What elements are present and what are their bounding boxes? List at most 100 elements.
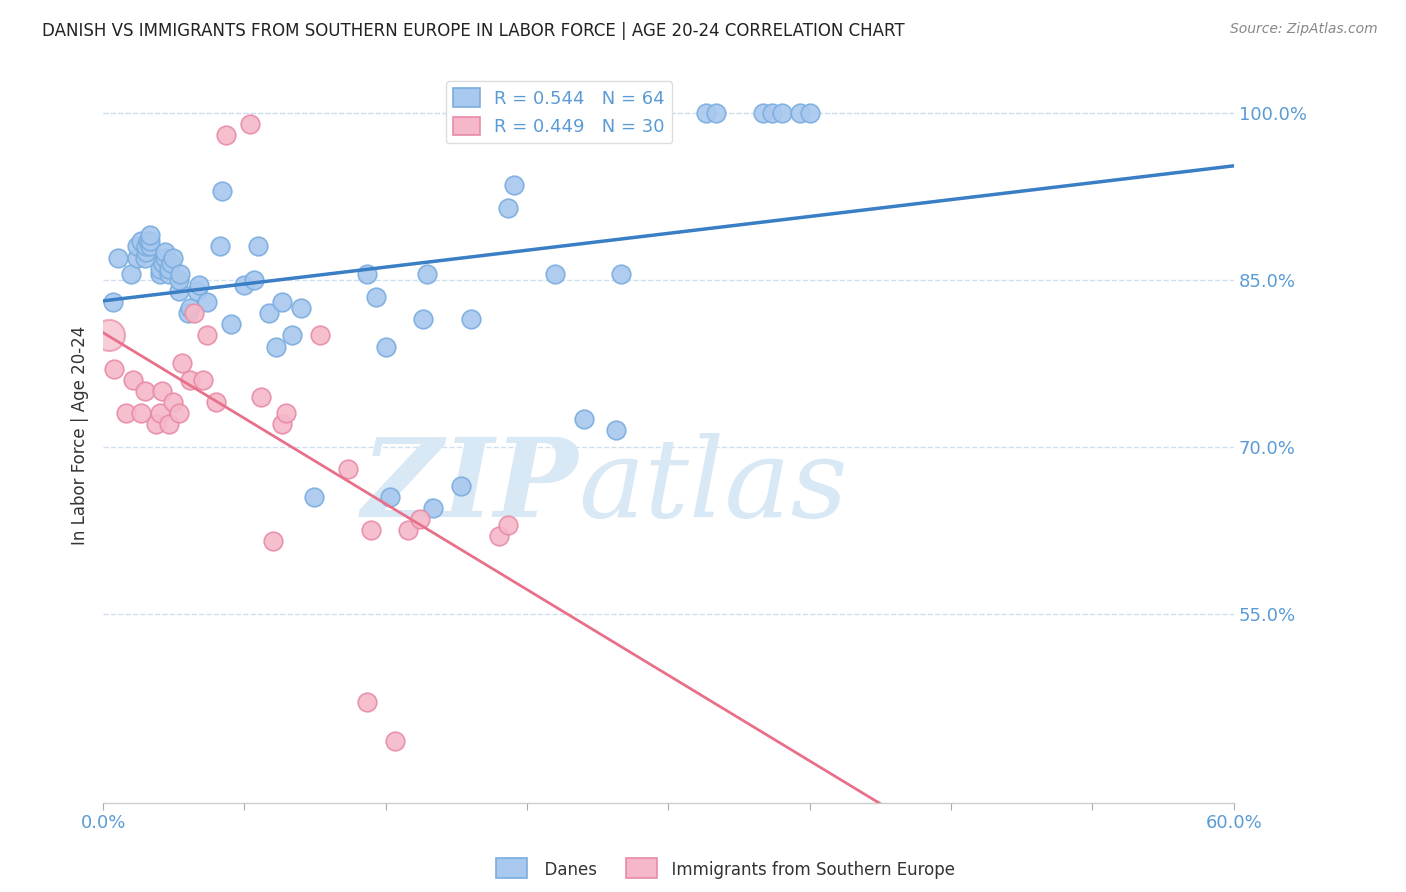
Point: [789, 106, 811, 120]
Point: [450, 478, 472, 492]
Point: [572, 412, 595, 426]
Point: [233, 278, 256, 293]
Point: [139, 234, 162, 248]
Point: [120, 267, 142, 281]
Point: [605, 423, 627, 437]
Point: [290, 301, 312, 315]
Point: [409, 512, 432, 526]
Point: [167, 273, 190, 287]
Point: [544, 267, 567, 281]
Point: [188, 278, 211, 293]
Point: [103, 361, 125, 376]
Point: [195, 328, 218, 343]
Point: [262, 534, 284, 549]
Point: [186, 284, 208, 298]
Point: [384, 734, 406, 748]
Point: [149, 267, 172, 281]
Point: [134, 384, 156, 398]
Point: [138, 234, 160, 248]
Point: [162, 395, 184, 409]
Point: [135, 239, 157, 253]
Point: [155, 251, 177, 265]
Text: ZIP: ZIP: [361, 434, 578, 541]
Point: [271, 295, 294, 310]
Point: [308, 328, 330, 343]
Point: [177, 306, 200, 320]
Point: [114, 406, 136, 420]
Point: [139, 239, 162, 253]
Point: [211, 184, 233, 198]
Point: [152, 256, 174, 270]
Point: [704, 106, 727, 120]
Text: Danes: Danes: [534, 861, 598, 879]
Point: [274, 406, 297, 420]
Point: [179, 373, 201, 387]
Point: [356, 696, 378, 710]
Point: [219, 318, 242, 332]
Point: [97, 328, 120, 343]
Point: [125, 251, 148, 265]
Point: [610, 267, 633, 281]
Point: [135, 245, 157, 260]
Text: Source: ZipAtlas.com: Source: ZipAtlas.com: [1230, 22, 1378, 37]
Point: [266, 340, 288, 354]
Point: [157, 417, 180, 432]
Point: [498, 201, 520, 215]
Point: [695, 106, 717, 120]
Point: [799, 106, 821, 120]
Point: [396, 523, 419, 537]
Text: atlas: atlas: [578, 434, 848, 541]
Text: Immigrants from Southern Europe: Immigrants from Southern Europe: [661, 861, 955, 879]
Point: [337, 462, 360, 476]
Point: [205, 395, 228, 409]
Point: [422, 500, 444, 515]
Point: [157, 261, 180, 276]
Point: [149, 406, 172, 420]
Point: [149, 261, 172, 276]
Point: [179, 301, 201, 315]
Point: [195, 295, 218, 310]
Point: [416, 267, 439, 281]
Point: [125, 239, 148, 253]
Point: [378, 490, 401, 504]
Point: [167, 284, 190, 298]
Point: [167, 406, 190, 420]
Point: [150, 384, 173, 398]
Point: [412, 311, 434, 326]
Point: [129, 406, 152, 420]
Point: [761, 106, 783, 120]
Point: [129, 234, 152, 248]
Point: [101, 295, 124, 310]
Point: [183, 306, 205, 320]
Point: [169, 267, 191, 281]
Point: [139, 228, 162, 243]
Point: [366, 289, 388, 303]
Point: [374, 340, 396, 354]
Point: [360, 523, 382, 537]
Point: [243, 273, 266, 287]
Point: [155, 245, 177, 260]
Point: [770, 106, 793, 120]
Point: [172, 356, 194, 370]
Point: [107, 251, 129, 265]
Point: [160, 256, 183, 270]
Point: [162, 251, 184, 265]
Point: [460, 311, 482, 326]
Legend: R = 0.544   N = 64, R = 0.449   N = 30: R = 0.544 N = 64, R = 0.449 N = 30: [446, 81, 672, 144]
Point: [122, 373, 145, 387]
Point: [239, 117, 262, 131]
Point: [145, 417, 167, 432]
Point: [280, 328, 302, 343]
Point: [356, 267, 378, 281]
Point: [498, 517, 520, 532]
Point: [751, 106, 773, 120]
Point: [302, 490, 325, 504]
Point: [157, 267, 180, 281]
Point: [208, 239, 231, 253]
Point: [250, 390, 273, 404]
Y-axis label: In Labor Force | Age 20-24: In Labor Force | Age 20-24: [72, 326, 89, 545]
Point: [271, 417, 294, 432]
Point: [488, 529, 510, 543]
Point: [191, 373, 214, 387]
Point: [246, 239, 269, 253]
